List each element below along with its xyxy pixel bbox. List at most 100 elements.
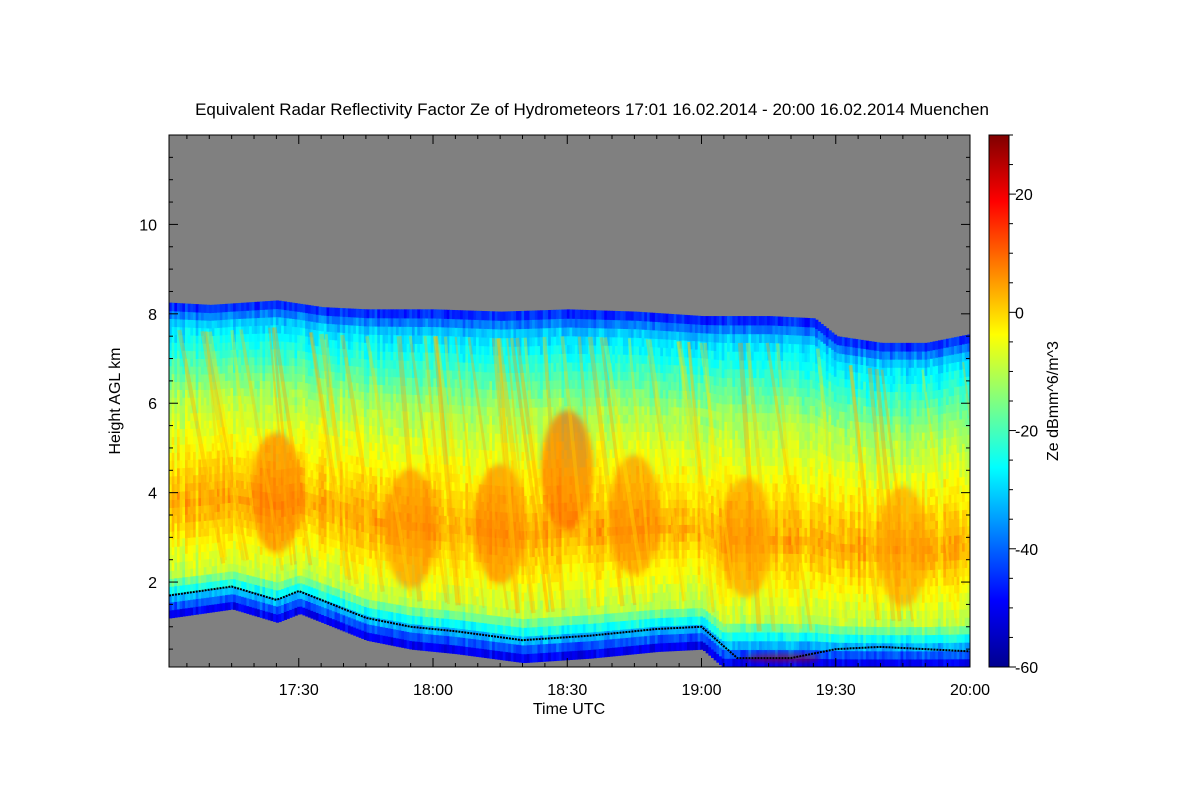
reflectivity-cell bbox=[182, 561, 186, 570]
reflectivity-cell bbox=[195, 451, 199, 460]
reflectivity-cell bbox=[214, 596, 218, 605]
reflectivity-cell bbox=[222, 556, 226, 565]
reflectivity-cell bbox=[401, 334, 405, 344]
reflectivity-cell bbox=[430, 557, 434, 567]
reflectivity-cell bbox=[171, 585, 175, 595]
reflectivity-cell bbox=[321, 378, 325, 387]
reflectivity-cell bbox=[417, 590, 421, 600]
reflectivity-cell bbox=[433, 369, 437, 379]
reflectivity-cell bbox=[238, 518, 242, 527]
reflectivity-cell bbox=[299, 342, 304, 352]
reflectivity-cell bbox=[430, 616, 434, 627]
reflectivity-cell bbox=[454, 619, 458, 629]
reflectivity-cell bbox=[355, 398, 360, 408]
reflectivity-cell bbox=[433, 326, 437, 336]
reflectivity-cell bbox=[403, 393, 408, 404]
reflectivity-cell bbox=[286, 562, 290, 572]
reflectivity-cell bbox=[275, 340, 280, 350]
reflectivity-cell bbox=[195, 381, 199, 390]
reflectivity-cell bbox=[246, 356, 250, 366]
reflectivity-cell bbox=[430, 360, 434, 370]
reflectivity-cell bbox=[438, 617, 442, 627]
reflectivity-cell bbox=[353, 447, 357, 457]
reflectivity-cell bbox=[454, 550, 458, 560]
reflectivity-cell bbox=[444, 515, 448, 525]
reflectivity-cell bbox=[462, 439, 466, 449]
reflectivity-cell bbox=[326, 339, 330, 348]
reflectivity-cell bbox=[446, 335, 450, 345]
reflectivity-cell bbox=[342, 413, 346, 422]
reflectivity-cell bbox=[171, 475, 175, 485]
reflectivity-cell bbox=[171, 507, 175, 516]
reflectivity-cell bbox=[326, 521, 330, 530]
reflectivity-cell bbox=[187, 381, 191, 390]
reflectivity-cell bbox=[174, 467, 178, 477]
reflectivity-cell bbox=[227, 494, 232, 504]
reflectivity-cell bbox=[265, 324, 269, 334]
reflectivity-cell bbox=[398, 596, 402, 606]
reflectivity-cell bbox=[369, 533, 373, 542]
reflectivity-cell bbox=[374, 616, 378, 626]
reflectivity-cell bbox=[390, 410, 394, 420]
reflectivity-cell bbox=[377, 609, 381, 619]
reflectivity-cell bbox=[217, 404, 221, 413]
reflectivity-cell bbox=[347, 381, 352, 391]
reflectivity-cell bbox=[241, 464, 245, 474]
reflectivity-cell bbox=[297, 373, 301, 382]
reflectivity-cell bbox=[257, 545, 261, 555]
reflectivity-cell bbox=[452, 352, 456, 363]
reflectivity-cell bbox=[179, 577, 183, 586]
reflectivity-cell bbox=[422, 428, 426, 438]
reflectivity-cell bbox=[449, 490, 453, 500]
reflectivity-cell bbox=[353, 537, 357, 546]
reflectivity-cell bbox=[331, 323, 336, 333]
reflectivity-cell bbox=[313, 446, 317, 456]
reflectivity-cell bbox=[217, 365, 221, 374]
reflectivity-cell bbox=[246, 535, 250, 544]
reflectivity-cell bbox=[225, 410, 229, 420]
reflectivity-cell bbox=[347, 616, 352, 626]
reflectivity-cell bbox=[307, 468, 312, 478]
reflectivity-cell bbox=[169, 523, 173, 532]
reflectivity-cell bbox=[193, 381, 197, 390]
reflectivity-cell bbox=[257, 569, 261, 578]
reflectivity-cell bbox=[414, 351, 418, 361]
reflectivity-cell bbox=[339, 340, 344, 349]
reflectivity-cell bbox=[355, 537, 360, 547]
reflectivity-cell bbox=[323, 362, 328, 372]
reflectivity-cell bbox=[454, 421, 458, 431]
reflectivity-cell bbox=[468, 534, 472, 544]
reflectivity-cell bbox=[254, 348, 258, 358]
reflectivity-cell bbox=[305, 429, 309, 438]
reflectivity-cell bbox=[369, 475, 373, 484]
reflectivity-cell bbox=[321, 456, 325, 466]
reflectivity-cell bbox=[206, 520, 210, 529]
reflectivity-cell bbox=[427, 625, 432, 635]
reflectivity-cell bbox=[403, 343, 408, 353]
reflectivity-cell bbox=[259, 317, 264, 326]
reflectivity-cell bbox=[187, 303, 191, 313]
reflectivity-cell bbox=[241, 372, 245, 381]
reflectivity-cell bbox=[387, 334, 392, 344]
reflectivity-cell bbox=[411, 589, 416, 599]
reflectivity-cell bbox=[390, 468, 394, 478]
reflectivity-cell bbox=[235, 349, 240, 358]
reflectivity-cell bbox=[177, 506, 181, 516]
reflectivity-cell bbox=[353, 414, 357, 424]
reflectivity-cell bbox=[377, 442, 381, 452]
reflectivity-cell bbox=[430, 574, 434, 584]
reflectivity-cell bbox=[187, 334, 191, 344]
reflectivity-cell bbox=[358, 538, 362, 548]
reflectivity-cell bbox=[251, 372, 256, 381]
reflectivity-cell bbox=[401, 376, 405, 386]
reflectivity-cell bbox=[342, 340, 346, 350]
reflectivity-cell bbox=[371, 384, 376, 393]
reflectivity-cell bbox=[182, 584, 186, 594]
reflectivity-cell bbox=[278, 613, 282, 623]
reflectivity-cell bbox=[355, 488, 360, 498]
reflectivity-cell bbox=[427, 326, 432, 336]
reflectivity-cell bbox=[347, 495, 352, 504]
reflectivity-cell bbox=[345, 381, 349, 390]
reflectivity-cell bbox=[457, 310, 461, 320]
reflectivity-cell bbox=[353, 341, 357, 351]
